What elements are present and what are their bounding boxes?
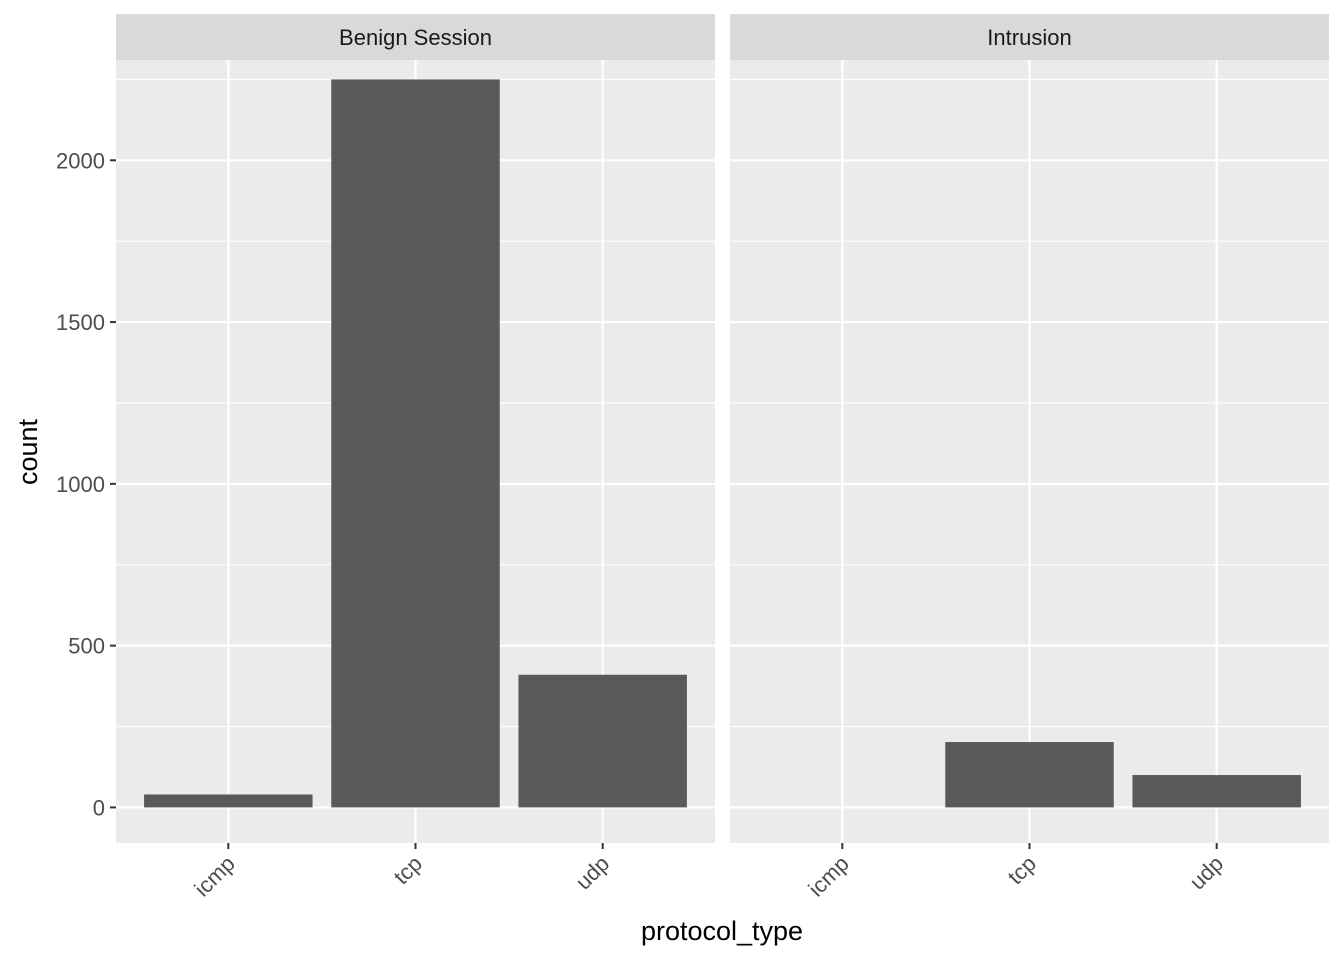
- x-axis-title: protocol_type: [641, 916, 803, 946]
- panels-layer: Benign Session icmp tcp udp Intrusion icmp tcp…: [116, 14, 1329, 901]
- panel-2: Intrusion icmp tcp udp: [730, 14, 1329, 901]
- bar-tcp: [331, 79, 500, 808]
- facet-strip: [116, 14, 715, 60]
- bar-udp: [518, 674, 687, 808]
- x-tick-label: icmp: [189, 851, 240, 902]
- y-tick-label: 2000: [56, 148, 105, 173]
- facet-strip: [730, 14, 1329, 60]
- x-tick-label: tcp: [389, 851, 427, 889]
- y-axis-title: count: [13, 418, 43, 485]
- y-tick-label: 500: [68, 634, 105, 659]
- x-tick-label: icmp: [803, 851, 854, 902]
- bar-icmp: [144, 794, 313, 808]
- bar-tcp: [945, 742, 1114, 808]
- facet-strip-label: Intrusion: [987, 25, 1071, 50]
- y-tick-label: 1500: [56, 310, 105, 335]
- x-tick-label: tcp: [1003, 851, 1041, 889]
- bar-udp: [1132, 775, 1301, 808]
- y-tick-label: 1000: [56, 472, 105, 497]
- y-tick-label: 0: [93, 795, 105, 820]
- facet-strip-label: Benign Session: [339, 25, 492, 50]
- panel-1: Benign Session icmp tcp udp: [116, 14, 715, 901]
- x-tick-label: udp: [571, 851, 615, 895]
- y-axis: 0 500 1000 1500 2000: [56, 148, 116, 820]
- x-tick-label: udp: [1185, 851, 1229, 895]
